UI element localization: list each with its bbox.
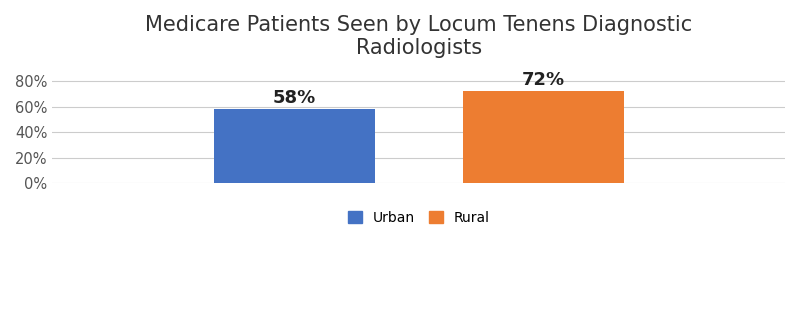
Title: Medicare Patients Seen by Locum Tenens Diagnostic
Radiologists: Medicare Patients Seen by Locum Tenens D… <box>145 15 692 58</box>
Bar <box>214 109 374 184</box>
Text: 72%: 72% <box>522 71 565 89</box>
Legend: Urban, Rural: Urban, Rural <box>348 211 490 225</box>
Bar <box>462 91 624 184</box>
Text: 58%: 58% <box>273 89 316 107</box>
